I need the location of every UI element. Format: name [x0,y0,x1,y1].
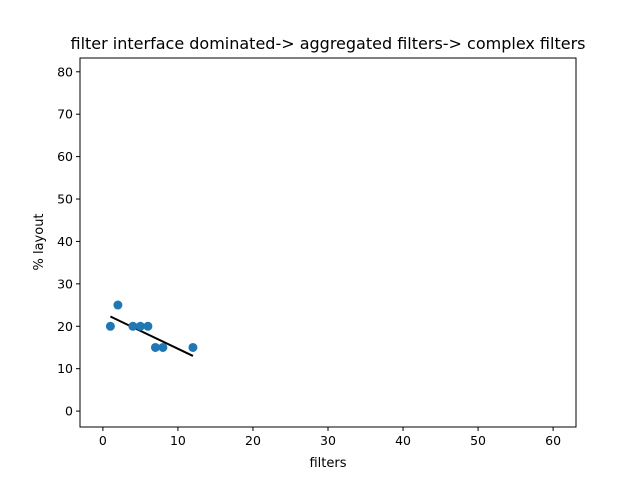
y-tick-label: 50 [57,192,73,207]
data-point [105,321,115,331]
x-tick-label: 20 [245,433,261,448]
y-tick-label: 10 [57,361,73,376]
x-tick-label: 40 [395,433,411,448]
y-tick-label: 60 [57,149,73,164]
y-tick-label: 0 [65,404,73,419]
data-points [105,300,198,352]
y-tick-label: 80 [57,64,73,79]
x-tick-label: 30 [320,433,336,448]
x-axis-label: filters [309,456,346,471]
chart-title: filter interface dominated-> aggregated … [71,34,586,53]
data-point [150,342,160,352]
y-tick-label: 70 [57,107,73,122]
trend-line [109,315,194,357]
y-axis: 0 10 20 30 40 50 60 70 80 [57,64,80,419]
y-tick-label: 30 [57,276,73,291]
x-axis: 0 10 20 30 40 50 60 [99,427,561,448]
trend-line-layer [109,315,194,357]
data-point [135,321,145,331]
data-point [128,321,138,331]
y-tick-label: 20 [57,319,73,334]
y-tick-label: 40 [57,234,73,249]
plot-area [79,57,577,428]
y-axis-label: % layout [32,213,47,270]
x-tick-label: 10 [170,433,186,448]
x-tick-label: 0 [99,433,107,448]
data-point [113,300,123,310]
x-tick-label: 50 [470,433,486,448]
data-point [188,342,198,352]
x-tick-label: 60 [545,433,561,448]
data-point [143,321,153,331]
data-point [158,342,168,352]
